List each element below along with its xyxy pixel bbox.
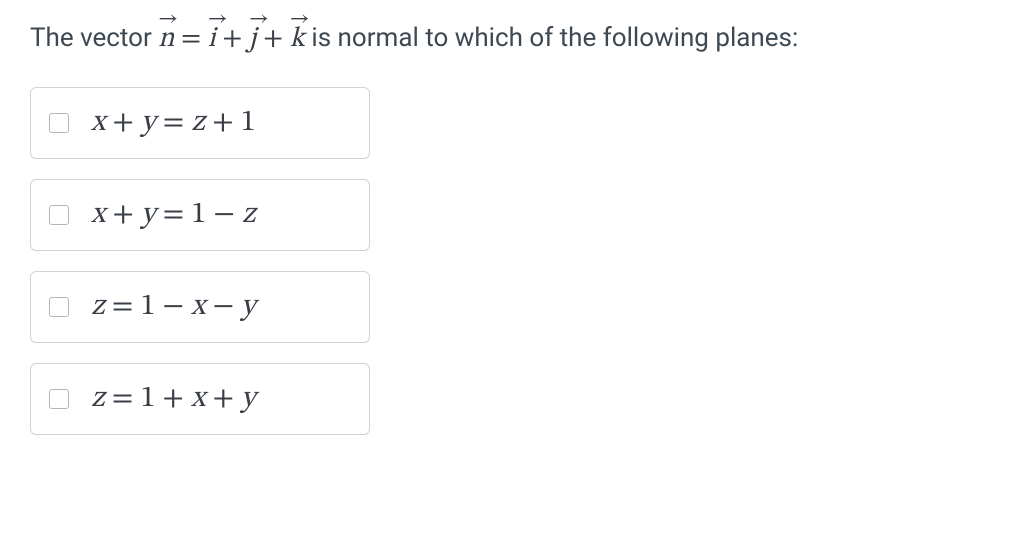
arrow-icon: → <box>208 4 216 33</box>
arrow-icon: → <box>290 4 305 33</box>
checkbox[interactable] <box>49 205 69 225</box>
vector-k: →k <box>290 20 305 59</box>
option-label: z = 1 + x + y <box>91 380 256 418</box>
vector-j: →j <box>249 20 256 59</box>
option-2[interactable]: x + y = 1 − z <box>30 179 370 251</box>
option-label: x + y = z + 1 <box>91 104 256 142</box>
arrow-icon: → <box>249 4 256 33</box>
question-prefix: The vector <box>30 23 158 53</box>
option-4[interactable]: z = 1 + x + y <box>30 363 370 435</box>
option-label: z = 1 − x − y <box>91 288 256 326</box>
checkbox[interactable] <box>49 113 69 133</box>
option-3[interactable]: z = 1 − x − y <box>30 271 370 343</box>
vector-i: →i <box>208 20 216 59</box>
checkbox[interactable] <box>49 297 69 317</box>
math-expression: →n = →i + →j + →k <box>158 25 305 53</box>
vector-n: →n <box>158 20 174 59</box>
question-suffix: is normal to which of the following plan… <box>305 23 798 53</box>
question-text: The vector →n = →i + →j + →k is normal t… <box>30 20 990 59</box>
arrow-icon: → <box>158 4 174 33</box>
option-1[interactable]: x + y = z + 1 <box>30 87 370 159</box>
checkbox[interactable] <box>49 389 69 409</box>
option-label: x + y = 1 − z <box>91 196 256 234</box>
options-list: x + y = z + 1 x + y = 1 − z z = 1 − x − … <box>30 87 990 435</box>
